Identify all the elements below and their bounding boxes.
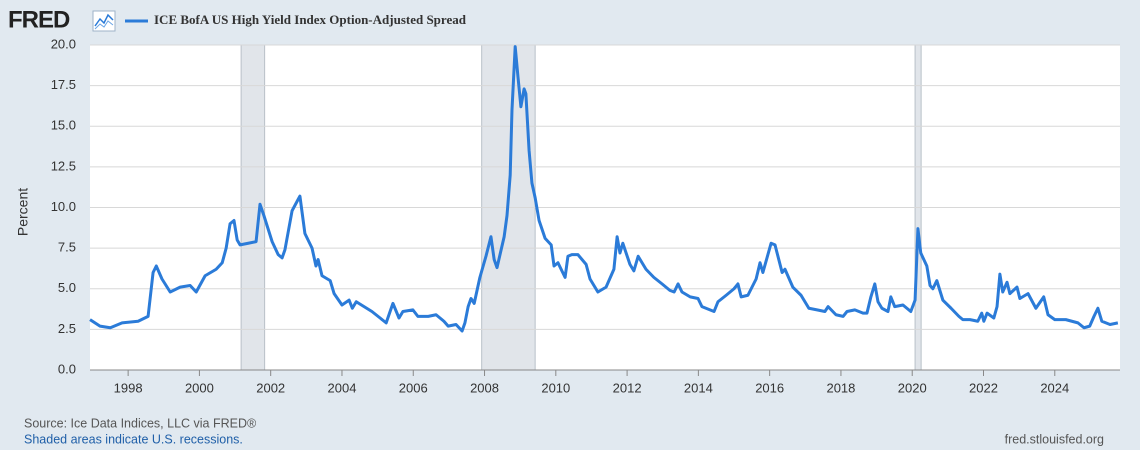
y-tick-label: 2.5	[58, 321, 76, 336]
x-tick-label: 2004	[328, 380, 357, 395]
series-line	[89, 45, 1119, 333]
x-tick-label: 2010	[541, 380, 570, 395]
x-tick-label: 2014	[684, 380, 713, 395]
x-tick-label: 1998	[114, 380, 143, 395]
legend-label: ICE BofA US High Yield Index Option-Adju…	[154, 12, 467, 27]
site-url: fred.stlouisfed.org	[1005, 432, 1104, 446]
y-tick-label: 10.0	[51, 199, 76, 214]
y-tick-label: 15.0	[51, 118, 76, 133]
y-tick-label: 5.0	[58, 280, 76, 295]
source: Source: Ice Data Indices, LLC via FRED®	[24, 416, 257, 430]
y-tick-label: 12.5	[51, 158, 76, 173]
x-tick-label: 2020	[898, 380, 927, 395]
x-tick-label: 2022	[969, 380, 998, 395]
x-tick-label: 2024	[1040, 380, 1069, 395]
y-tick-label: 0.0	[58, 361, 76, 376]
x-tick-label: 2002	[256, 380, 285, 395]
plot-layer: 0.0 2.5 5.0 7.5 10.0 12.5 15.0 17.5 20.0 1998 2000…	[51, 36, 1120, 395]
recession-note: Shaded areas indicate U.S. recessions.	[24, 432, 243, 446]
y-axis-label: Percent	[15, 188, 31, 236]
logo-icon	[92, 10, 116, 32]
x-tick-label: 2006	[399, 380, 428, 395]
y-tick-label: 20.0	[51, 36, 76, 51]
x-tick-label: 2018	[826, 380, 855, 395]
logo: FRED	[8, 6, 70, 33]
x-tick-label: 2012	[613, 380, 642, 395]
x-tick-label: 2000	[185, 380, 214, 395]
y-tick-label: 17.5	[51, 77, 76, 92]
y-tick-label: 7.5	[58, 240, 76, 255]
x-tick-label: 2016	[755, 380, 784, 395]
x-tick-label: 2008	[470, 380, 499, 395]
